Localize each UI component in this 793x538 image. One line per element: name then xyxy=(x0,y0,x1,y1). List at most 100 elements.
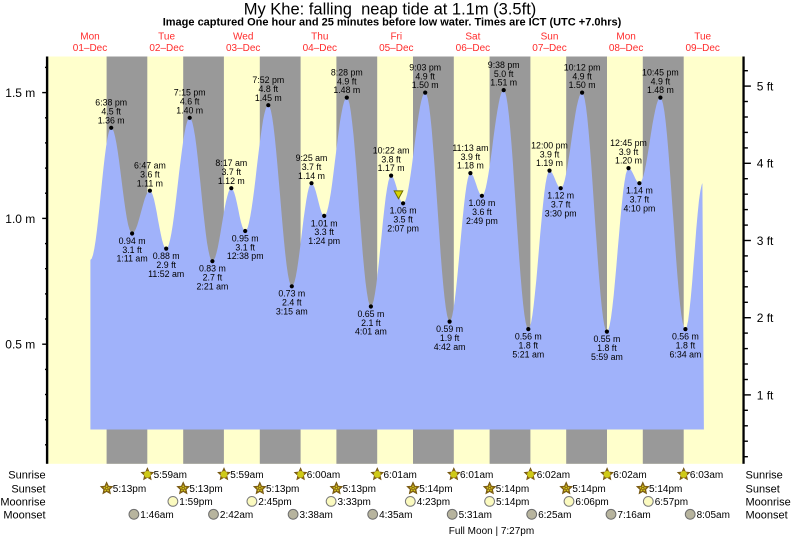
svg-text:10:45 pm: 10:45 pm xyxy=(642,67,679,77)
svg-text:3.1 ft: 3.1 ft xyxy=(235,242,255,252)
svg-text:6:01am: 6:01am xyxy=(384,470,417,481)
svg-text:1.14 m: 1.14 m xyxy=(626,186,653,196)
svg-text:1.20 m: 1.20 m xyxy=(615,156,642,166)
svg-text:4.6 ft: 4.6 ft xyxy=(180,97,200,107)
svg-text:1.45 m: 1.45 m xyxy=(255,93,282,103)
svg-text:4 ft: 4 ft xyxy=(757,157,774,171)
svg-text:02–Dec: 02–Dec xyxy=(149,43,183,54)
svg-text:0.73 m: 0.73 m xyxy=(278,289,305,299)
svg-text:6:25am: 6:25am xyxy=(538,510,571,521)
svg-text:2.9 ft: 2.9 ft xyxy=(156,260,176,270)
svg-text:3:38am: 3:38am xyxy=(300,510,333,521)
svg-text:09–Dec: 09–Dec xyxy=(685,43,719,54)
svg-text:5:13pm: 5:13pm xyxy=(266,484,299,495)
svg-text:3:33pm: 3:33pm xyxy=(338,497,371,508)
svg-text:4:01 am: 4:01 am xyxy=(355,327,387,337)
svg-text:6:02am: 6:02am xyxy=(537,470,570,481)
svg-text:04–Dec: 04–Dec xyxy=(303,43,337,54)
svg-text:5:59 am: 5:59 am xyxy=(591,352,623,362)
svg-text:3.1 ft: 3.1 ft xyxy=(122,245,142,255)
svg-text:3:30 pm: 3:30 pm xyxy=(545,208,577,218)
svg-text:0.59 m: 0.59 m xyxy=(436,324,463,334)
svg-text:8:28 pm: 8:28 pm xyxy=(331,67,363,77)
svg-text:1.06 m: 1.06 m xyxy=(390,206,417,216)
svg-text:10:22 am: 10:22 am xyxy=(373,145,410,155)
svg-text:3.7 ft: 3.7 ft xyxy=(630,195,650,205)
svg-text:2 ft: 2 ft xyxy=(757,311,774,325)
svg-text:1.5 m: 1.5 m xyxy=(5,86,35,100)
svg-text:9:25 am: 9:25 am xyxy=(296,153,328,163)
svg-text:2.1 ft: 2.1 ft xyxy=(361,318,381,328)
svg-text:Sunrise: Sunrise xyxy=(8,470,45,482)
svg-text:3 ft: 3 ft xyxy=(757,234,774,248)
svg-text:Sunrise: Sunrise xyxy=(746,470,783,482)
svg-text:4:35am: 4:35am xyxy=(379,510,412,521)
svg-text:Sunset: Sunset xyxy=(746,484,780,496)
svg-text:3.7 ft: 3.7 ft xyxy=(302,162,322,172)
svg-text:3.7 ft: 3.7 ft xyxy=(222,167,242,177)
svg-text:03–Dec: 03–Dec xyxy=(226,43,260,54)
svg-text:1.8 ft: 1.8 ft xyxy=(597,343,617,353)
svg-text:1.17 m: 1.17 m xyxy=(378,163,405,173)
svg-text:Thu: Thu xyxy=(311,31,328,42)
svg-text:1.40 m: 1.40 m xyxy=(176,105,203,115)
svg-text:3.9 ft: 3.9 ft xyxy=(461,152,481,162)
svg-text:4.9 ft: 4.9 ft xyxy=(415,71,435,81)
svg-text:2:21 am: 2:21 am xyxy=(197,281,229,291)
svg-text:12:45 pm: 12:45 pm xyxy=(610,138,647,148)
svg-text:1.51 m: 1.51 m xyxy=(490,78,517,88)
svg-text:Sunset: Sunset xyxy=(11,484,45,496)
svg-text:2:45pm: 2:45pm xyxy=(258,497,291,508)
svg-text:12:38 pm: 12:38 pm xyxy=(227,251,264,261)
svg-text:7:52 pm: 7:52 pm xyxy=(252,75,284,85)
svg-text:4:23pm: 4:23pm xyxy=(417,497,450,508)
svg-text:5:14pm: 5:14pm xyxy=(496,497,529,508)
svg-text:1.14 m: 1.14 m xyxy=(298,171,325,181)
svg-text:Moonset: Moonset xyxy=(746,509,788,521)
svg-text:1.36 m: 1.36 m xyxy=(98,115,125,125)
svg-text:6:03am: 6:03am xyxy=(690,470,723,481)
svg-text:5:59am: 5:59am xyxy=(230,470,263,481)
svg-text:1.09 m: 1.09 m xyxy=(468,198,495,208)
svg-text:5:14pm: 5:14pm xyxy=(419,484,452,495)
svg-text:0.65 m: 0.65 m xyxy=(357,309,384,319)
svg-text:5:14pm: 5:14pm xyxy=(649,484,682,495)
svg-text:6:34 am: 6:34 am xyxy=(670,349,702,359)
svg-text:Moonrise: Moonrise xyxy=(0,497,45,509)
svg-text:5.0 ft: 5.0 ft xyxy=(494,69,514,79)
svg-text:3.5 ft: 3.5 ft xyxy=(393,215,413,225)
svg-text:Sat: Sat xyxy=(465,31,480,42)
svg-text:8:05am: 8:05am xyxy=(697,510,730,521)
svg-text:5:31am: 5:31am xyxy=(459,510,492,521)
svg-text:9:38 pm: 9:38 pm xyxy=(488,60,520,70)
svg-text:5:13pm: 5:13pm xyxy=(113,484,146,495)
svg-text:3:15 am: 3:15 am xyxy=(276,307,308,317)
svg-text:2:49 pm: 2:49 pm xyxy=(466,216,498,226)
svg-text:07–Dec: 07–Dec xyxy=(532,43,566,54)
svg-text:4:42 am: 4:42 am xyxy=(434,342,466,352)
svg-text:5:14pm: 5:14pm xyxy=(496,484,529,495)
svg-text:2:07 pm: 2:07 pm xyxy=(387,224,419,234)
svg-text:1.9 ft: 1.9 ft xyxy=(440,333,460,343)
svg-text:5:21 am: 5:21 am xyxy=(512,349,544,359)
svg-text:6:01am: 6:01am xyxy=(460,470,493,481)
svg-text:4.5 ft: 4.5 ft xyxy=(101,107,121,117)
svg-text:Wed: Wed xyxy=(233,31,253,42)
svg-text:2.7 ft: 2.7 ft xyxy=(203,273,223,283)
svg-text:1.48 m: 1.48 m xyxy=(333,85,360,95)
svg-text:10:12 pm: 10:12 pm xyxy=(564,62,601,72)
svg-text:Sun: Sun xyxy=(541,31,559,42)
svg-text:8:17 am: 8:17 am xyxy=(215,158,247,168)
svg-text:05–Dec: 05–Dec xyxy=(379,43,413,54)
svg-text:5:59am: 5:59am xyxy=(154,470,187,481)
svg-text:6:57pm: 6:57pm xyxy=(655,497,688,508)
svg-text:Moonrise: Moonrise xyxy=(746,497,791,509)
svg-text:5:14pm: 5:14pm xyxy=(572,484,605,495)
svg-text:1.18 m: 1.18 m xyxy=(457,161,484,171)
svg-text:3.7 ft: 3.7 ft xyxy=(551,200,571,210)
svg-text:0.55 m: 0.55 m xyxy=(593,334,620,344)
svg-text:4.8 ft: 4.8 ft xyxy=(259,84,279,94)
svg-text:1.48 m: 1.48 m xyxy=(647,85,674,95)
svg-text:3.3 ft: 3.3 ft xyxy=(314,227,334,237)
svg-text:4.9 ft: 4.9 ft xyxy=(651,76,671,86)
